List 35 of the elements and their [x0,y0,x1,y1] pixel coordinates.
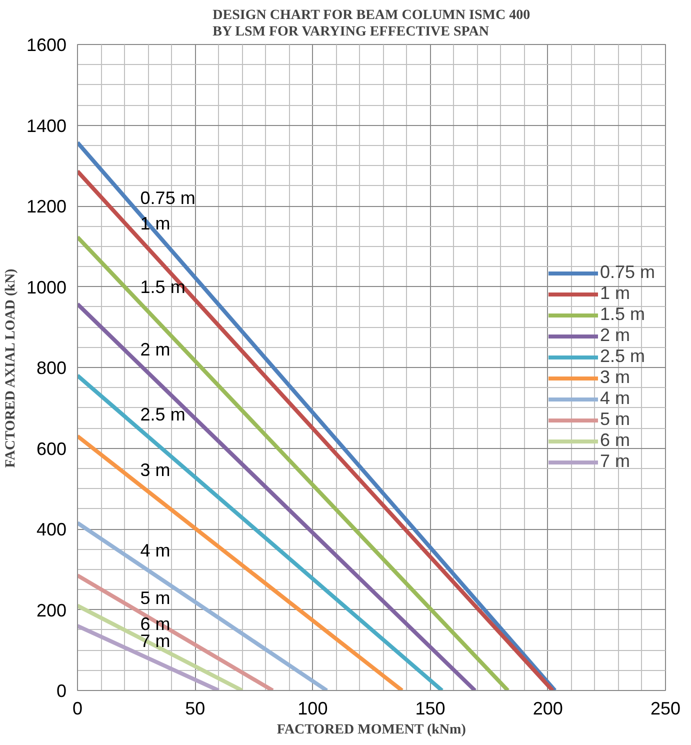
legend-label: 2.5 m [600,346,645,367]
legend-label: 4 m [600,388,630,409]
legend-label: 0.75 m [600,262,655,283]
text: 2.5 m [140,404,186,424]
x-axis-title: FACTORED MOMENT (kNm) [276,722,466,738]
y-tick-label: 1000 [26,277,67,298]
legend-label: 7 m [600,451,630,472]
y-tick-label: 1600 [26,35,67,55]
chart-title: DESIGN CHART FOR BEAM COLUMN ISMC 400 BY LSM FOR VARYING EFFECTIVE SPAN [212,8,530,40]
y-tick-label: 1400 [26,116,67,136]
y-tick-label: 200 [36,600,67,620]
text: 3 m [140,460,170,480]
legend-label: 2 m [600,325,630,346]
y-tick-label: 0 [56,681,67,701]
legend-label: 3 m [600,367,630,388]
x-tick-label: 50 [185,698,206,718]
x-tick-label: 250 [650,698,681,718]
legend-label: 6 m [600,430,630,451]
text: 1.5 m [140,277,186,298]
y-tick-label: 800 [36,358,67,378]
text: 5 m [140,588,170,608]
y-tick-label: 1200 [26,196,67,216]
legend-label: 5 m [600,409,630,430]
text: 2 m [140,339,170,360]
y-axis-title: FACTORED AXIAL LOAD (kN) [3,268,18,468]
text: 4 m [140,540,170,560]
y-tick-label: 600 [36,438,67,459]
x-tick-label: 200 [532,698,563,718]
legend-label: 1.5 m [600,304,645,325]
x-tick-label: 0 [72,698,83,718]
x-tick-label: 100 [298,698,328,718]
legend-label: 1 m [600,283,630,304]
y-tick-label: 400 [36,520,67,540]
text: 0.75 m [140,188,196,208]
x-tick-label: 150 [415,698,446,718]
